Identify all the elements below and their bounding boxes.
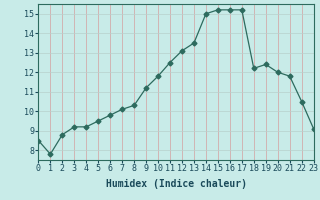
X-axis label: Humidex (Indice chaleur): Humidex (Indice chaleur) <box>106 179 246 189</box>
